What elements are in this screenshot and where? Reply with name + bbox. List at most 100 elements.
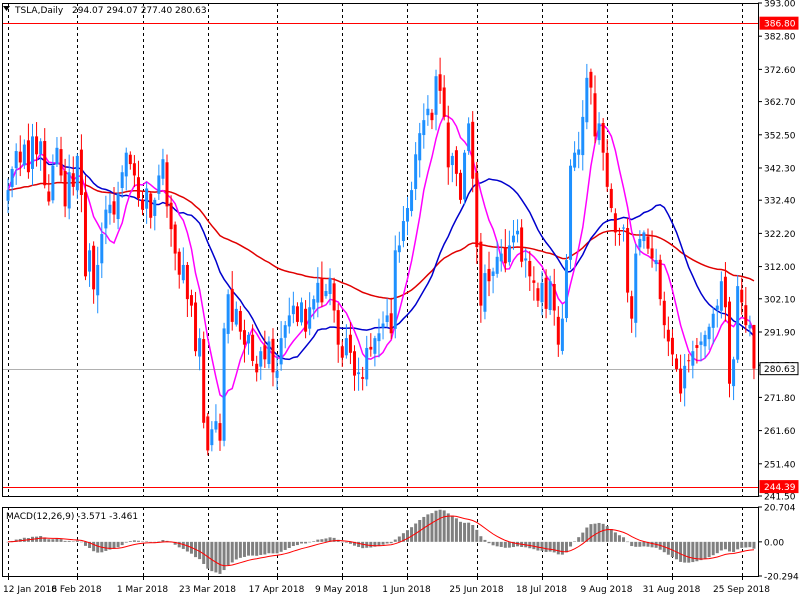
candle bbox=[622, 224, 626, 242]
candle bbox=[10, 166, 14, 198]
macd-histogram-bar bbox=[181, 541, 185, 549]
candle bbox=[560, 304, 564, 355]
candle-body bbox=[128, 154, 132, 165]
candle bbox=[728, 296, 732, 398]
candle-body bbox=[593, 93, 597, 137]
candle-body bbox=[569, 165, 573, 260]
candle-body bbox=[83, 192, 87, 277]
macd-histogram-bar bbox=[275, 541, 279, 554]
candle-body bbox=[88, 250, 92, 272]
candle-body bbox=[573, 152, 577, 168]
candle-body bbox=[418, 133, 422, 161]
candle-body bbox=[536, 288, 540, 301]
candle-body bbox=[458, 172, 462, 200]
macd-histogram-bar bbox=[703, 541, 707, 559]
candle bbox=[214, 404, 218, 433]
candle bbox=[536, 282, 540, 307]
candle-body bbox=[312, 299, 316, 310]
y-tick-label: 291.90 bbox=[764, 328, 796, 338]
candle bbox=[218, 413, 222, 451]
candle bbox=[189, 289, 193, 317]
macd-histogram-bar bbox=[687, 541, 691, 563]
candle bbox=[405, 196, 409, 236]
candle-body bbox=[577, 149, 581, 155]
candle-body bbox=[532, 280, 536, 283]
candlestick-series bbox=[6, 57, 756, 456]
candle bbox=[198, 328, 202, 371]
candle-body bbox=[556, 316, 560, 345]
candle bbox=[471, 111, 475, 193]
candle-body bbox=[116, 193, 120, 220]
candle-body bbox=[430, 112, 434, 121]
candle bbox=[626, 217, 630, 303]
candle bbox=[670, 329, 674, 366]
candle bbox=[703, 330, 707, 359]
candle-body bbox=[622, 227, 626, 229]
candle bbox=[442, 75, 446, 121]
candle-body bbox=[47, 191, 51, 202]
candle bbox=[605, 139, 609, 192]
candle-body bbox=[206, 416, 210, 451]
candle bbox=[569, 159, 573, 270]
candle-body bbox=[752, 324, 756, 369]
candle-body bbox=[438, 74, 442, 91]
candle-body bbox=[71, 173, 75, 187]
candle bbox=[646, 228, 650, 254]
macd-histogram-bar bbox=[120, 541, 124, 546]
collapse-triangle-icon[interactable] bbox=[3, 6, 10, 11]
candle-body bbox=[300, 302, 304, 323]
candle-body bbox=[149, 193, 153, 218]
candle-body bbox=[524, 258, 528, 261]
candle-body bbox=[75, 155, 79, 191]
candle bbox=[279, 321, 283, 371]
candle-body bbox=[601, 123, 605, 153]
macd-histogram-bar bbox=[300, 541, 304, 544]
candle bbox=[723, 262, 727, 322]
candle bbox=[719, 271, 723, 319]
macd-histogram-bar bbox=[589, 524, 593, 542]
macd-y-tick-label: -20.294 bbox=[764, 573, 799, 583]
candle bbox=[304, 300, 308, 339]
y-tick-label: 372.60 bbox=[764, 66, 796, 76]
candle-body bbox=[552, 284, 556, 311]
x-tick-label: 9 May 2018 bbox=[315, 585, 368, 595]
x-tick-label: 23 Mar 2018 bbox=[179, 585, 236, 595]
candle-body bbox=[365, 347, 369, 380]
candle bbox=[658, 254, 662, 306]
candle bbox=[206, 412, 210, 456]
candle bbox=[507, 230, 511, 266]
candle bbox=[540, 271, 544, 316]
candle bbox=[324, 283, 328, 299]
candle-body bbox=[605, 152, 609, 187]
ma-fast-line bbox=[7, 114, 755, 399]
candle-body bbox=[104, 209, 108, 229]
macd-histogram-bar bbox=[414, 523, 418, 542]
macd-histogram-bar bbox=[43, 537, 47, 542]
candle-body bbox=[153, 199, 157, 216]
candle bbox=[79, 134, 83, 213]
y-tick-label: 251.40 bbox=[764, 460, 796, 470]
candle-body bbox=[369, 346, 373, 350]
macd-histogram-bar bbox=[507, 541, 511, 548]
candle bbox=[242, 319, 246, 363]
candle bbox=[683, 354, 687, 407]
candle bbox=[35, 122, 39, 167]
price-tag-label: 280.63 bbox=[764, 365, 796, 375]
candle bbox=[369, 333, 373, 357]
candle bbox=[642, 230, 646, 249]
candle-body bbox=[194, 302, 198, 352]
candle-body bbox=[10, 168, 14, 187]
candle-body bbox=[483, 273, 487, 312]
candle-body bbox=[361, 377, 365, 379]
candle bbox=[26, 123, 30, 179]
macd-histogram-bar bbox=[124, 541, 128, 543]
candle bbox=[112, 187, 116, 223]
macd-histogram-bar bbox=[426, 514, 430, 542]
candle-body bbox=[585, 77, 589, 123]
macd-histogram-bar bbox=[255, 541, 259, 556]
candle bbox=[124, 147, 128, 191]
macd-histogram-bar bbox=[744, 541, 748, 548]
candle-body bbox=[662, 300, 666, 326]
macd-histogram-bar bbox=[59, 539, 63, 542]
candle-body bbox=[516, 230, 520, 235]
